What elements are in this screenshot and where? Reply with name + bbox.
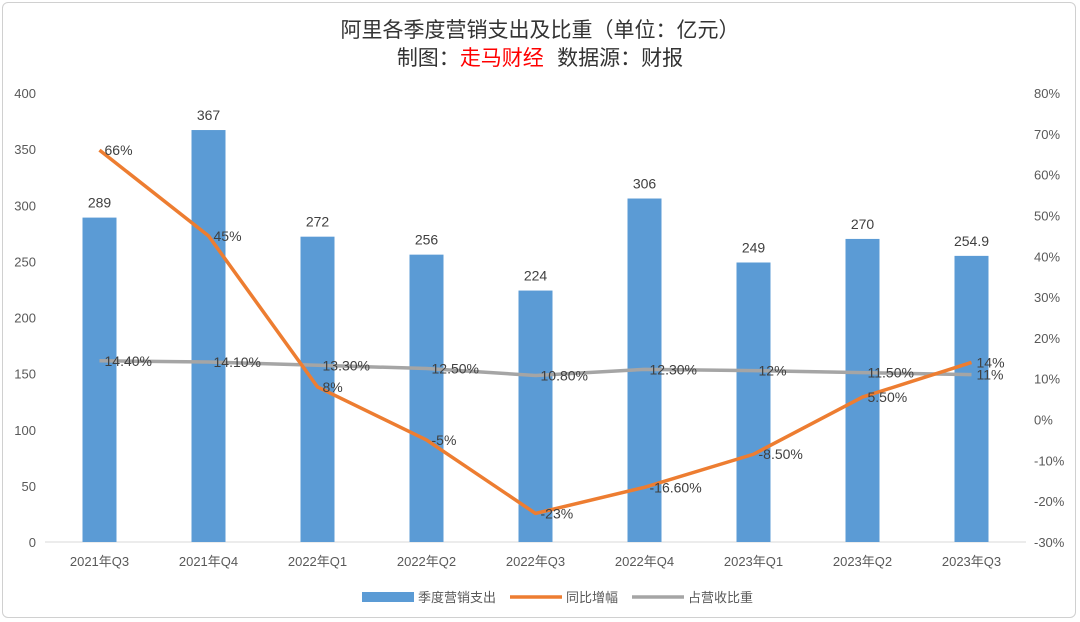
right-axis-tick: 70% [1034,127,1060,142]
bar [409,254,444,542]
bar-label: 270 [851,216,875,232]
x-axis-tick: 2023年Q1 [724,554,783,569]
right-axis-tick: -10% [1034,453,1065,468]
x-axis-tick: 2022年Q3 [506,554,565,569]
bar-label: 224 [524,268,548,284]
right-axis-tick: 40% [1034,249,1060,264]
bar [845,238,880,543]
share-label: 11% [977,367,1004,383]
share-label: 10.80% [541,367,588,383]
x-axis-tick: 2022年Q1 [288,554,347,569]
yoy-label: 5.50% [868,389,908,405]
share-label: 12.50% [432,361,479,377]
bar [300,236,335,542]
share-label: 11.50% [868,365,914,381]
legend-label: 季度营销支出 [418,590,496,605]
share-label: 14.40% [105,353,152,369]
share-label: 12.30% [650,361,697,377]
yoy-label: -23% [541,505,574,521]
left-axis-tick: 150 [14,367,36,382]
right-axis-tick: 10% [1034,372,1060,387]
bar-label: 254.9 [954,233,989,249]
bar-label: 367 [197,107,221,123]
share-line [99,359,972,378]
subtitle-brand: 走马财经 [459,46,544,70]
yoy-label: -5% [432,432,457,448]
left-axis-tick: 350 [14,142,36,157]
chart-subtitle: 制图：走马财经 数据源：财报 [0,42,1080,72]
left-axis-tick: 200 [14,311,36,326]
left-axis-tick: 300 [14,198,36,213]
bar [736,262,771,542]
chart-title: 阿里各季度营销支出及比重（单位：亿元） [340,18,740,42]
subtitle-prefix: 制图： [396,46,460,70]
x-axis-tick: 2022年Q4 [615,554,674,569]
right-axis-tick: 60% [1034,168,1060,183]
yoy-line [98,148,973,516]
bar-label: 249 [742,239,766,255]
bar [82,217,117,542]
left-axis-tick: 400 [14,86,36,101]
x-axis-tick: 2021年Q4 [179,554,238,569]
right-axis-tick: 50% [1034,208,1060,223]
x-axis-tick: 2023年Q3 [942,554,1001,569]
yoy-label: -8.50% [759,446,803,462]
right-axis-tick: -30% [1034,535,1065,550]
right-axis-tick: 0% [1034,413,1053,428]
yoy-label: -16.60% [650,479,702,495]
legend-swatch-bar [362,592,414,602]
bar [954,255,989,542]
yoy-label: 8% [323,379,343,395]
left-axis-tick: 100 [14,423,36,438]
subtitle-source: 数据源：财报 [543,46,684,70]
x-axis-tick: 2022年Q2 [397,554,456,569]
right-axis-tick: 20% [1034,331,1060,346]
legend-label: 占营收比重 [688,590,753,605]
x-axis-tick: 2021年Q3 [70,554,129,569]
bar-label: 256 [415,232,439,248]
left-axis-tick: 50 [22,479,36,494]
bar [518,290,553,542]
right-axis-tick: 80% [1034,86,1060,101]
share-label: 12% [759,363,787,379]
left-axis-tick: 250 [14,254,36,269]
share-label: 14.10% [214,354,261,370]
yoy-label: 66% [105,142,133,158]
yoy-label: 14% [977,354,1005,370]
yoy-label: 45% [214,228,242,244]
right-axis-tick: -20% [1034,494,1065,509]
legend-label: 同比增幅 [566,590,618,605]
x-axis-tick: 2023年Q2 [833,554,892,569]
left-axis-tick: 0 [29,535,36,550]
bar-label: 289 [88,195,112,211]
bar-label: 272 [306,214,330,230]
bar [191,130,226,543]
bar-label: 306 [633,176,657,192]
share-label: 13.30% [323,357,370,373]
right-axis-tick: 30% [1034,290,1060,305]
